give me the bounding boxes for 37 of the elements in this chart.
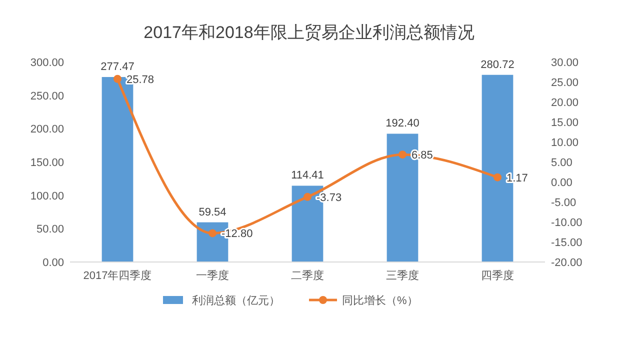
- x-tick-label: 三季度: [386, 269, 419, 282]
- data-label: 114.41: [291, 170, 324, 182]
- data-label: 59.54: [198, 206, 226, 218]
- y-tick-label: 300.00: [30, 57, 64, 69]
- legend-label: 利润总额（亿元）: [192, 294, 280, 307]
- y2-tick-label: -5.00: [551, 197, 576, 209]
- y-tick-label: 250.00: [30, 90, 64, 102]
- y2-tick-label: 0.00: [551, 177, 572, 189]
- data-label: 192.40: [386, 118, 420, 130]
- point: [398, 150, 406, 159]
- y-tick-label: 50.00: [36, 224, 64, 236]
- point: [114, 74, 122, 83]
- x-tick-label: 2017年四季度: [83, 269, 152, 282]
- y2-tick-label: -10.00: [551, 217, 582, 229]
- y2-tick-label: 25.00: [551, 77, 579, 89]
- y2-tick-label: 30.00: [551, 57, 579, 69]
- y-tick-label: 200.00: [30, 124, 64, 136]
- y2-tick-label: 20.00: [551, 97, 579, 109]
- y2-tick-label: -20.00: [551, 257, 582, 269]
- legend-label: 同比增长（%）: [342, 294, 418, 307]
- y2-tick-label: 10.00: [551, 137, 579, 149]
- x-tick-label: 一季度: [196, 269, 229, 282]
- point: [494, 173, 502, 182]
- y-tick-label: 0.00: [42, 257, 64, 269]
- y-tick-label: 150.00: [30, 157, 64, 169]
- data-label: 277.47: [100, 61, 134, 74]
- chart-title: 2017年和2018年限上贸易企业利润总额情况: [144, 23, 474, 42]
- x-tick-label: 四季度: [481, 269, 514, 282]
- y2-tick-label: 15.00: [551, 117, 579, 129]
- data-label: 6.85: [412, 150, 433, 162]
- point: [304, 192, 312, 201]
- x-tick-label: 二季度: [291, 269, 324, 282]
- data-label: 280.72: [480, 58, 514, 71]
- point: [208, 229, 216, 238]
- y2-tick-label: -15.00: [551, 237, 582, 249]
- y-tick-label: 100.00: [30, 190, 64, 202]
- y2-tick-label: 5.00: [551, 157, 572, 169]
